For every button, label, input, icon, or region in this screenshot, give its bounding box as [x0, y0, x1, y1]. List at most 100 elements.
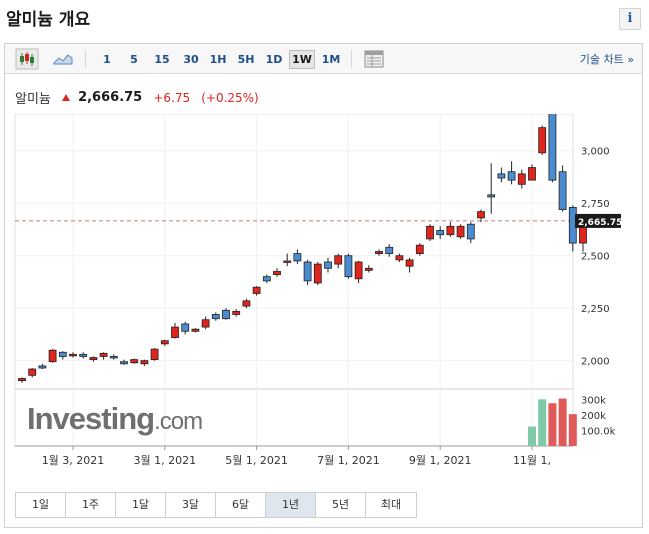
- timeframe-5h[interactable]: 5H: [237, 53, 255, 66]
- candle-body: [303, 261, 312, 282]
- x-tick-label: 7월 1, 2021: [317, 454, 380, 467]
- candle-body: [38, 365, 47, 369]
- candle-body: [273, 271, 281, 275]
- candle-body: [222, 309, 230, 320]
- candle-body: [344, 255, 353, 278]
- price-change-pct: (+0.25%): [201, 90, 259, 105]
- x-tick-label: 9월 1, 2021: [409, 454, 472, 467]
- candle-body: [456, 225, 465, 238]
- x-tick-label: 11월 1,: [513, 454, 551, 467]
- candle-body: [89, 357, 98, 361]
- range-1w[interactable]: 1주: [66, 493, 116, 517]
- candle-body: [364, 267, 373, 271]
- timeframe-15[interactable]: 15: [154, 53, 170, 66]
- candle-body: [324, 261, 332, 269]
- candle-body: [385, 246, 394, 254]
- candle-body: [160, 340, 169, 345]
- range-5y[interactable]: 5년: [316, 493, 366, 517]
- toolbar-separator: [351, 50, 352, 68]
- candle-body: [538, 127, 547, 154]
- candle-body: [150, 348, 159, 361]
- timeframe-1[interactable]: 1: [103, 53, 111, 66]
- volume-tick-label: 100.0k: [581, 426, 616, 437]
- y-tick-label: 2,250: [581, 304, 610, 315]
- candle-body: [477, 211, 485, 219]
- candle-body: [497, 173, 506, 179]
- y-tick-label: 2,750: [581, 199, 610, 210]
- chart-widget: 1 5 15 30 1H 5H 1D 1W 1M 기술 차트 » 알미늄 2,6…: [4, 43, 643, 528]
- candle-body: [415, 244, 424, 254]
- timeframe-5[interactable]: 5: [130, 53, 138, 66]
- candle-body: [242, 300, 251, 307]
- candle-body: [252, 286, 261, 294]
- volume-tick-label: 300k: [581, 395, 606, 406]
- candle-body: [558, 171, 567, 210]
- y-tick-label: 2,500: [581, 252, 610, 263]
- candle-body: [262, 276, 271, 282]
- candle-body: [517, 173, 526, 185]
- last-price-tag-label: 2,665.75: [578, 218, 622, 228]
- last-price: 2,666.75: [78, 90, 143, 105]
- investing-watermark: Investing.com: [27, 401, 202, 436]
- candle-body: [99, 352, 108, 357]
- candle-body: [507, 171, 516, 181]
- price-change: +6.75: [153, 90, 191, 105]
- candle-body: [446, 225, 455, 236]
- toolbar-separator: [85, 50, 86, 68]
- timeframe-30[interactable]: 30: [183, 53, 199, 66]
- range-1d[interactable]: 1일: [16, 493, 66, 517]
- candle-body: [426, 225, 434, 240]
- info-icon[interactable]: i: [619, 8, 641, 30]
- up-arrow-icon: [61, 94, 70, 101]
- y-tick-label: 3,000: [581, 147, 610, 158]
- volume-bar: [558, 398, 567, 446]
- candle-body: [58, 351, 67, 357]
- instrument-name: 알미늄: [15, 92, 51, 107]
- volume-bar: [538, 399, 547, 446]
- candle-body: [120, 361, 128, 365]
- table-icon[interactable]: [362, 48, 386, 70]
- candle-body: [334, 255, 343, 265]
- area-chart-icon[interactable]: [51, 48, 75, 70]
- timeframe-1h[interactable]: 1H: [209, 53, 227, 66]
- candle-body: [140, 360, 149, 365]
- candle-body: [201, 319, 210, 328]
- candle-body: [548, 114, 557, 181]
- candle-body: [69, 353, 77, 357]
- candle-body: [79, 353, 88, 357]
- range-6m[interactable]: 6달: [216, 493, 266, 517]
- candle-body: [283, 260, 292, 263]
- timeframe-1w[interactable]: 1W: [289, 50, 315, 69]
- candle-body: [28, 368, 37, 376]
- candle-body: [466, 223, 475, 240]
- page-title: 알미늄 개요: [6, 10, 91, 30]
- candle-body: [405, 259, 414, 267]
- y-tick-label: 2,000: [581, 357, 610, 368]
- x-tick-label: 1월 3, 2021: [42, 454, 105, 467]
- range-1y[interactable]: 1년: [266, 493, 316, 517]
- x-tick-label: 5월 1, 2021: [225, 454, 288, 467]
- tech-chart-link[interactable]: 기술 차트 »: [579, 53, 634, 66]
- range-max[interactable]: 최대: [366, 493, 416, 517]
- candle-body: [109, 356, 118, 359]
- candle-body: [211, 314, 220, 320]
- candle-body: [354, 261, 363, 280]
- candlestick-icon[interactable]: [15, 48, 39, 70]
- candle-body: [528, 167, 536, 181]
- candle-body: [48, 349, 57, 363]
- timeframe-1m[interactable]: 1M: [321, 53, 341, 66]
- candle-body: [191, 328, 200, 332]
- last-price-tag: [575, 213, 621, 228]
- candle-body: [436, 230, 445, 236]
- candle-body: [18, 378, 26, 382]
- range-1m[interactable]: 1달: [116, 493, 166, 517]
- x-tick-label: 3월 1, 2021: [133, 454, 196, 467]
- candle-body: [487, 194, 496, 198]
- candle-body: [395, 255, 404, 261]
- candle-body: [130, 359, 139, 364]
- timeframe-1d[interactable]: 1D: [265, 53, 283, 66]
- candle-body: [293, 253, 302, 262]
- plot-area: [14, 114, 574, 447]
- volume-bar: [568, 414, 577, 446]
- range-3m[interactable]: 3달: [166, 493, 216, 517]
